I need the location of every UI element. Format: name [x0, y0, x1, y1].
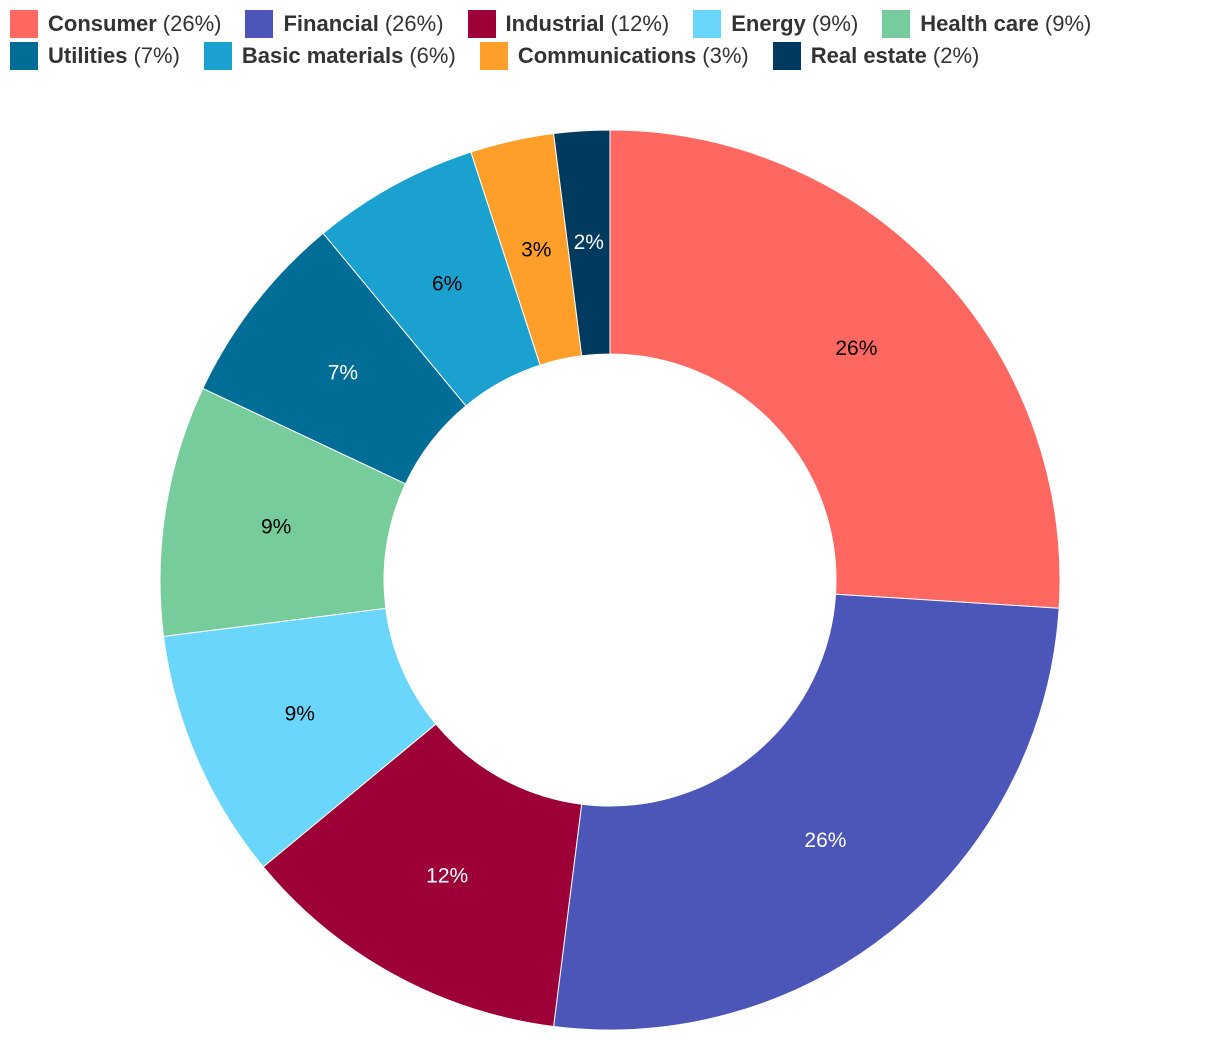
legend-pct-basic-materials: (6%) [409, 43, 456, 68]
legend-label-industrial: Industrial [505, 11, 605, 36]
legend-swatch-industrial [467, 10, 496, 38]
slice-industrial [262, 723, 583, 1028]
legend-label-health-care: Health care [920, 11, 1039, 36]
legend-swatch-energy [693, 10, 722, 38]
legend-label-consumer: Consumer [48, 11, 157, 36]
legend-item-financial: Financial (26%) [245, 10, 444, 38]
chart-legend: Consumer (26%) Financial (26%) Industria… [10, 8, 1210, 72]
slice-label-financial: 26% [804, 829, 846, 852]
slice-label-industrial: 12% [426, 865, 468, 888]
legend-swatch-communications [479, 42, 508, 70]
legend-swatch-health-care [882, 10, 911, 38]
slice-consumer [609, 129, 1061, 609]
legend-label-real-estate: Real estate [810, 43, 927, 68]
legend-pct-energy: (9%) [811, 11, 859, 36]
slice-label-consumer: 26% [835, 337, 877, 360]
slice-label-utilities: 7% [328, 361, 358, 384]
slice-label-basic-materials: 6% [432, 272, 462, 295]
legend-pct-consumer: (26%) [162, 11, 222, 36]
legend-item-real-estate: Real estate (2%) [772, 42, 980, 70]
slice-label-communications: 3% [521, 239, 551, 262]
donut-slices [159, 129, 1061, 1031]
legend-label-communications: Communications [517, 43, 697, 68]
legend-label-energy: Energy [731, 11, 806, 36]
legend-row-2: Utilities (7%) Basic materials (6%) Comm… [10, 40, 1210, 72]
legend-pct-financial: (26%) [384, 11, 444, 36]
legend-label-financial: Financial [283, 11, 379, 36]
legend-pct-industrial: (12%) [610, 11, 670, 36]
legend-item-consumer: Consumer (26%) [10, 10, 221, 38]
slice-label-real-estate: 2% [574, 231, 604, 254]
legend-item-health-care: Health care (9%) [882, 10, 1091, 38]
legend-row-1: Consumer (26%) Financial (26%) Industria… [10, 8, 1210, 40]
legend-item-utilities: Utilities (7%) [10, 42, 180, 70]
slice-label-health-care: 9% [261, 516, 291, 539]
legend-swatch-basic-materials [203, 42, 232, 70]
legend-pct-real-estate: (2%) [932, 43, 980, 68]
legend-pct-communications: (3%) [702, 43, 749, 68]
legend-item-communications: Communications (3%) [479, 42, 749, 70]
legend-item-energy: Energy (9%) [693, 10, 858, 38]
legend-label-utilities: Utilities [48, 43, 128, 68]
legend-item-basic-materials: Basic materials (6%) [203, 42, 456, 70]
legend-pct-utilities: (7%) [133, 43, 180, 68]
slice-financial [553, 593, 1060, 1031]
donut-slice-labels: 26% 26% 12% 9% 9% 7% 6% 3% 2% [261, 231, 877, 888]
slice-label-energy: 9% [285, 703, 315, 726]
legend-pct-health-care: (9%) [1044, 11, 1092, 36]
legend-swatch-consumer [10, 10, 38, 38]
legend-item-industrial: Industrial (12%) [467, 10, 670, 38]
slice-real-estate [553, 129, 611, 357]
legend-swatch-utilities [10, 42, 38, 70]
legend-swatch-financial [245, 10, 274, 38]
legend-label-basic-materials: Basic materials [241, 43, 404, 68]
legend-swatch-real-estate [772, 42, 801, 70]
